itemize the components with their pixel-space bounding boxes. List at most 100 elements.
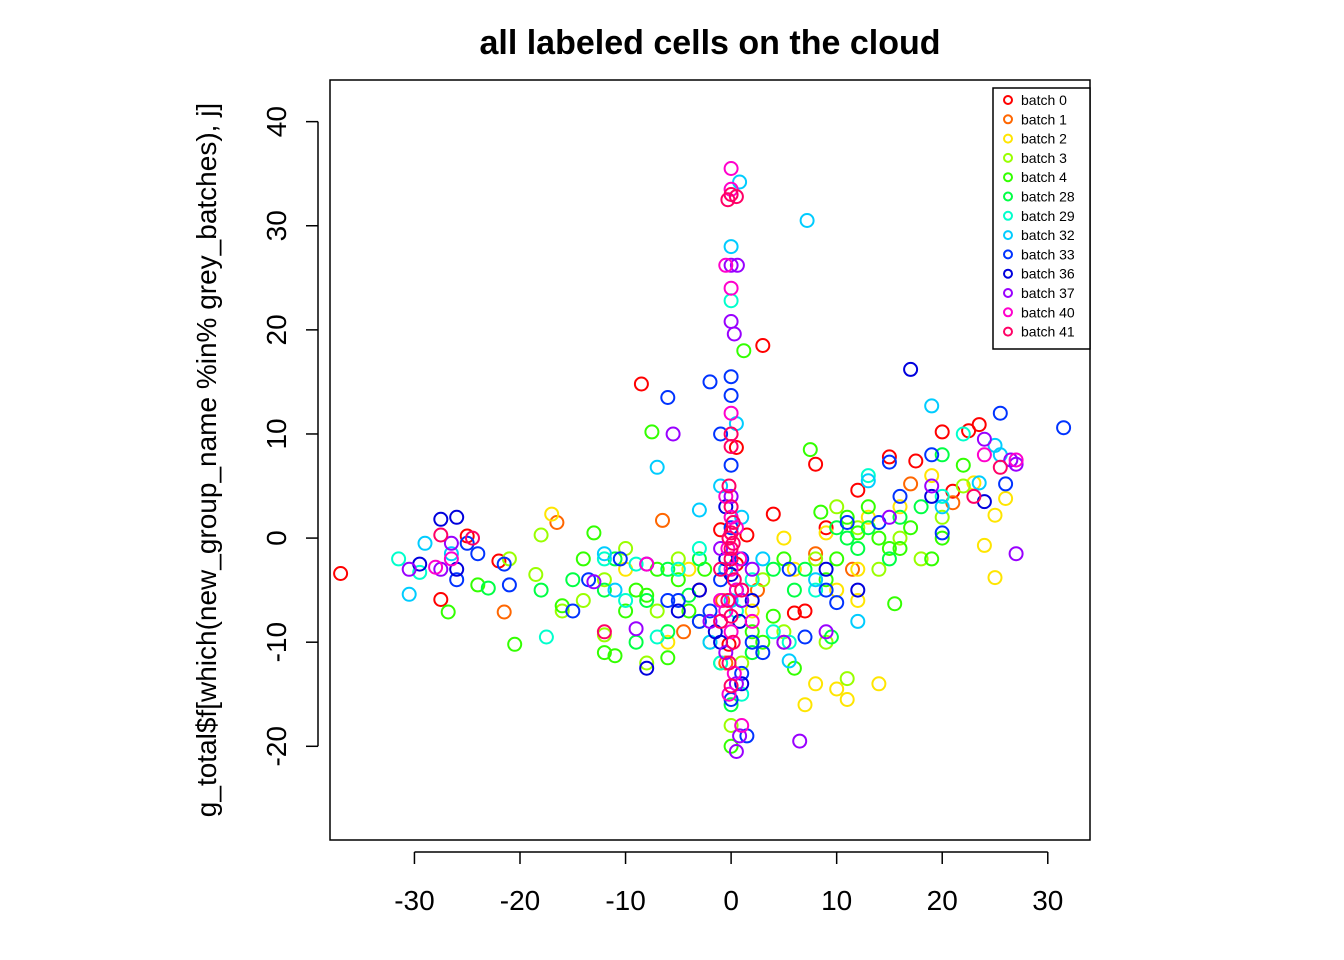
data-point	[691, 502, 707, 518]
data-point	[829, 681, 845, 697]
data-point	[713, 522, 729, 538]
data-point	[734, 718, 750, 733]
data-point	[823, 629, 839, 645]
data-point	[799, 213, 815, 228]
data-point	[607, 582, 623, 598]
data-point	[554, 603, 570, 619]
data-point	[723, 499, 739, 515]
data-point	[596, 645, 612, 661]
data-point	[670, 551, 686, 567]
data-point	[723, 369, 739, 385]
data-point	[443, 546, 459, 562]
data-point	[723, 239, 739, 255]
data-point	[786, 605, 802, 621]
data-point	[839, 671, 855, 687]
data-point	[720, 593, 736, 608]
data-point	[639, 655, 655, 671]
data-point	[987, 570, 1003, 586]
data-point	[459, 535, 475, 551]
data-point	[691, 582, 707, 598]
data-point	[723, 280, 739, 296]
data-point	[720, 192, 736, 208]
data-point	[732, 174, 748, 190]
data-point	[924, 468, 940, 484]
data-point	[633, 376, 649, 392]
data-point	[924, 551, 940, 567]
data-point	[924, 478, 940, 494]
data-point	[670, 593, 686, 608]
data-point	[628, 556, 644, 572]
data-point	[670, 561, 686, 577]
data-point	[934, 488, 950, 504]
legend-entry: batch 36	[1021, 266, 1075, 282]
legend-marker	[1003, 326, 1013, 337]
data-point	[734, 582, 750, 598]
data-point	[781, 561, 797, 577]
data-point	[808, 582, 824, 598]
data-point	[607, 648, 623, 664]
data-point	[721, 655, 737, 671]
data-point	[818, 624, 834, 640]
data-point	[892, 499, 908, 515]
data-point	[903, 361, 919, 377]
data-point	[628, 621, 644, 637]
data-point	[881, 454, 897, 470]
data-point	[744, 603, 760, 619]
data-point	[850, 561, 866, 577]
data-point	[533, 582, 549, 598]
data-point	[702, 603, 718, 619]
legend-entry: batch 32	[1021, 227, 1075, 243]
data-point	[786, 561, 802, 577]
data-point	[618, 593, 634, 608]
data-point	[998, 491, 1014, 506]
data-point	[596, 582, 612, 598]
data-point	[736, 343, 752, 359]
legend-marker	[1003, 191, 1013, 202]
data-point	[618, 603, 634, 619]
data-point	[818, 582, 834, 598]
x-tick-label: -10	[605, 885, 645, 916]
data-point	[713, 561, 729, 577]
data-point	[507, 636, 523, 652]
data-point	[660, 390, 676, 405]
data-point	[934, 530, 950, 546]
data-point	[732, 728, 748, 744]
data-point	[660, 650, 676, 666]
data-point	[755, 645, 771, 661]
data-point	[765, 624, 781, 640]
legend-entry: batch 2	[1021, 131, 1067, 147]
data-point	[776, 530, 792, 546]
legend-marker	[1003, 249, 1013, 260]
data-point	[1008, 456, 1024, 472]
data-point	[860, 473, 876, 489]
data-point	[924, 488, 940, 504]
data-point	[726, 572, 742, 588]
legend-marker	[1003, 268, 1013, 279]
data-point	[924, 447, 940, 463]
y-tick-label: 20	[261, 314, 292, 345]
data-point	[908, 453, 924, 469]
data-point	[728, 744, 744, 759]
data-point	[723, 405, 739, 421]
data-point	[533, 527, 549, 543]
legend-entry: batch 40	[1021, 304, 1075, 320]
data-point	[797, 629, 813, 645]
data-point	[449, 572, 465, 588]
data-points	[333, 161, 1072, 759]
y-tick-label: 30	[261, 210, 292, 241]
data-point	[829, 499, 845, 515]
legend-marker	[1003, 230, 1013, 241]
data-point	[723, 541, 739, 556]
data-point	[765, 561, 781, 577]
data-point	[871, 561, 887, 577]
data-point	[755, 338, 771, 353]
data-point	[797, 603, 813, 619]
legend-entry: batch 37	[1021, 285, 1075, 301]
data-point	[575, 551, 591, 567]
data-point	[802, 442, 818, 458]
data-point	[681, 603, 697, 619]
data-point	[744, 572, 760, 588]
data-point	[850, 593, 866, 608]
data-point	[729, 257, 745, 273]
